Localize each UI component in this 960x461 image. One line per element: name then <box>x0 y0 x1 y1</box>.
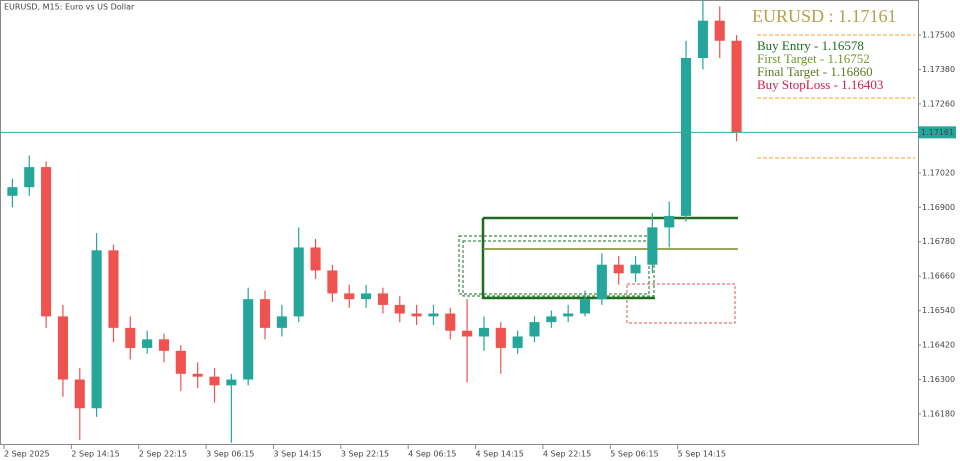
candle-body <box>445 313 456 331</box>
zone-box <box>458 235 650 295</box>
y-tick-label: 1.16780 <box>922 237 955 246</box>
candle-body <box>546 316 557 323</box>
candle-body <box>276 316 287 328</box>
y-tick-label: 1.16660 <box>922 272 955 281</box>
y-tick-label: 1.17500 <box>922 31 955 40</box>
candle-body <box>243 299 254 380</box>
trade-drawings <box>458 34 915 324</box>
candle-body <box>428 313 439 317</box>
candle-body <box>731 40 742 133</box>
panel-final-target: Final Target - 1.16860 <box>757 64 873 79</box>
panel-stoploss: Buy StopLoss - 1.16403 <box>757 77 883 92</box>
candle-body <box>175 350 186 374</box>
candle-body <box>209 376 220 386</box>
plot-frame <box>0 0 919 445</box>
candle-body <box>293 247 304 317</box>
candle-body <box>108 250 119 328</box>
candle-body <box>681 57 692 216</box>
candles <box>7 0 742 443</box>
candle-body <box>613 264 624 274</box>
candle-body <box>361 293 372 300</box>
candle-body <box>192 373 203 377</box>
candle-body <box>512 336 523 348</box>
candle-body <box>478 327 490 337</box>
x-tick-label: 4 Sep 22:15 <box>543 450 591 459</box>
y-tick-label: 1.16420 <box>922 341 955 350</box>
x-tick-label: 3 Sep 14:15 <box>273 450 321 459</box>
x-tick-label: 2 Sep 2025 <box>4 450 50 459</box>
candle-body <box>697 20 708 58</box>
candle-body <box>7 187 18 196</box>
y-tick-label: 1.17380 <box>922 65 955 74</box>
candle-body <box>24 167 35 188</box>
x-tick-label: 2 Sep 14:15 <box>71 450 119 459</box>
y-tick-label: 1.17260 <box>922 99 955 108</box>
y-tick-label: 1.17020 <box>922 168 955 177</box>
candle-body <box>563 313 574 317</box>
candle-body <box>310 247 321 271</box>
x-tick-label: 4 Sep 14:15 <box>476 450 524 459</box>
candle-body <box>226 379 237 386</box>
candle-body <box>158 339 170 351</box>
candle-body <box>74 379 85 409</box>
y-tick-label: 1.16300 <box>922 375 955 384</box>
candle-body <box>377 293 388 305</box>
candle-body <box>327 270 338 294</box>
candle-body <box>529 322 540 337</box>
candle-body <box>142 339 153 348</box>
candle-body <box>259 299 271 328</box>
x-tick-label: 3 Sep 22:15 <box>341 450 389 459</box>
candle-body <box>394 304 405 314</box>
candle-body <box>714 20 725 41</box>
current-price-label: 1.17161 <box>921 128 954 137</box>
candle-body <box>411 313 422 317</box>
candle-body <box>41 167 52 317</box>
y-tick-label: 1.16540 <box>922 306 955 315</box>
panel-first-target: First Target - 1.16752 <box>757 51 870 66</box>
y-tick-label: 1.16180 <box>922 409 955 418</box>
x-tick-label: 4 Sep 06:15 <box>408 450 456 459</box>
y-tick-label: 1.16900 <box>922 203 955 212</box>
current-price-box <box>918 126 956 139</box>
candle-body <box>57 316 68 380</box>
zone-box <box>462 240 655 297</box>
candle-body <box>125 327 136 348</box>
candle-body <box>91 250 102 409</box>
candle-body <box>344 293 355 300</box>
panel-entry: Buy Entry - 1.16578 <box>757 38 864 53</box>
candle-body <box>647 227 658 265</box>
x-tick-label: 5 Sep 14:15 <box>678 450 726 459</box>
stop-box <box>626 283 736 324</box>
chart-title: EURUSD, M15: Euro vs US Dollar <box>4 3 135 12</box>
panel-symbol: EURUSD : 1.17161 <box>752 6 897 26</box>
candle-body <box>495 327 506 348</box>
candle-body <box>579 299 591 314</box>
x-tick-label: 5 Sep 06:15 <box>610 450 658 459</box>
candle-body <box>630 264 641 274</box>
x-tick-label: 3 Sep 06:15 <box>206 450 254 459</box>
candle-body <box>596 264 607 300</box>
x-tick-label: 2 Sep 22:15 <box>139 450 187 459</box>
candle-body <box>462 330 473 337</box>
candle-body <box>664 215 675 228</box>
